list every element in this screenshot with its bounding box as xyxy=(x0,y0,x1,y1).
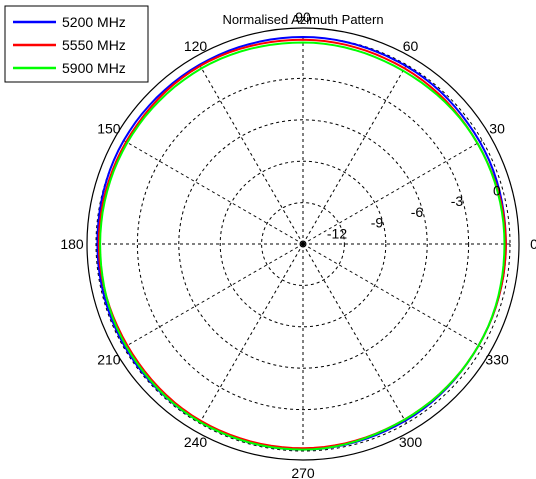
radial-tick-label: -6 xyxy=(411,204,424,220)
angle-tick-label: 150 xyxy=(97,121,121,137)
radial-tick-label: -12 xyxy=(327,225,347,241)
grid-spoke xyxy=(302,140,483,245)
angle-tick-label: 330 xyxy=(485,352,509,368)
legend-label: 5200 MHz xyxy=(62,14,126,30)
angle-tick-label: 0 xyxy=(530,236,536,252)
radial-tick-label: 0 xyxy=(493,182,501,198)
grid-spoke xyxy=(123,243,304,348)
angle-tick-label: 30 xyxy=(489,121,505,137)
grid-circle xyxy=(261,202,345,286)
angle-tick-label: 240 xyxy=(184,434,208,450)
grid-circle xyxy=(219,160,387,328)
grid-spoke xyxy=(199,243,304,424)
series-line-1 xyxy=(96,35,507,451)
origin-marker xyxy=(299,240,307,248)
series-line-3 xyxy=(99,41,506,451)
grid-spoke xyxy=(302,64,407,245)
legend-label: 5550 MHz xyxy=(62,37,126,53)
angle-tick-label: 210 xyxy=(97,352,121,368)
chart-title: Normalised Azimuth Pattern xyxy=(222,12,383,27)
grid-spoke xyxy=(199,64,304,245)
radial-tick-label: -3 xyxy=(451,193,464,209)
grid-circle xyxy=(178,119,428,369)
angle-tick-label: 120 xyxy=(184,38,208,54)
grid-circle xyxy=(136,77,470,411)
angle-tick-label: 270 xyxy=(291,465,315,479)
angle-tick-label: 90 xyxy=(295,9,311,25)
grid-spoke xyxy=(123,140,304,245)
angle-tick-label: 60 xyxy=(403,38,419,54)
radial-tick-label: -9 xyxy=(371,215,384,231)
angle-tick-label: 180 xyxy=(60,236,84,252)
legend-label: 5900 MHz xyxy=(62,60,126,76)
angle-tick-label: 300 xyxy=(399,434,423,450)
grid-spoke xyxy=(302,243,483,348)
grid-spoke xyxy=(302,243,407,424)
